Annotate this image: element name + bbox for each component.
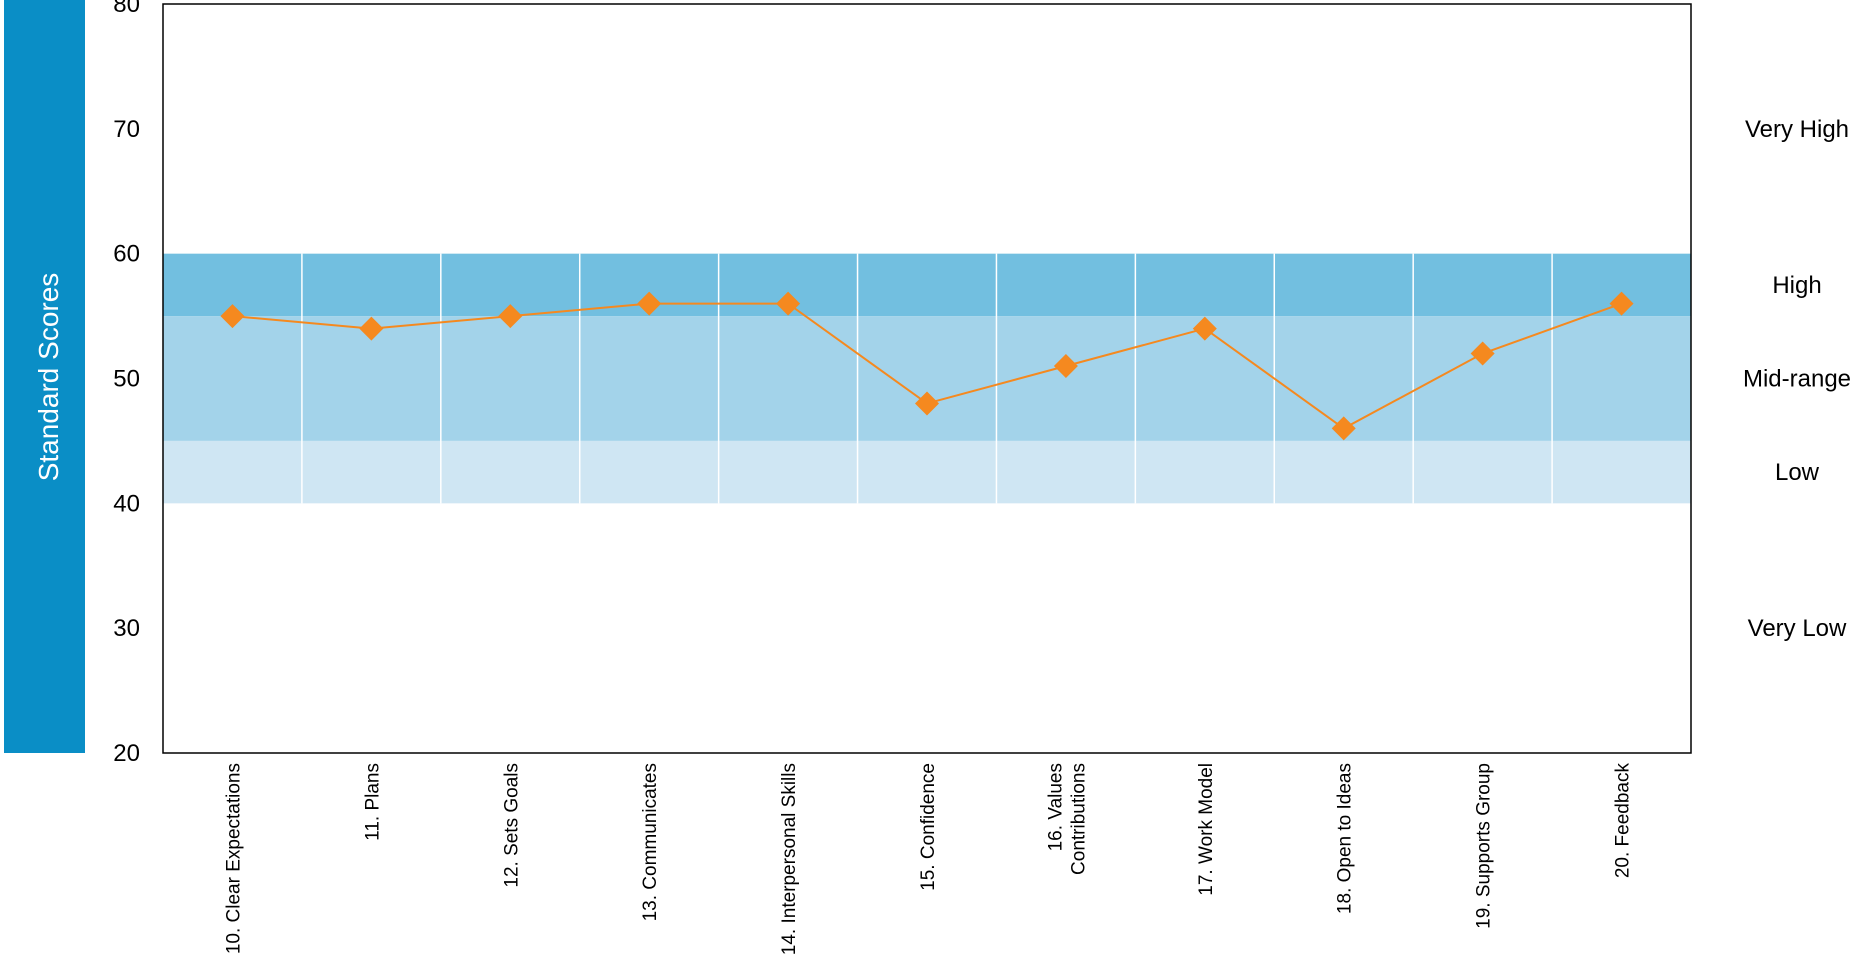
- x-tick-label: 10. Clear Expectations: [223, 763, 244, 954]
- x-tick-label: 19. Supports Group: [1474, 763, 1495, 929]
- y-tick-label: 40: [113, 490, 140, 517]
- x-axis-labels: 10. Clear Expectations 11. Plans 12. Sets …: [223, 763, 1633, 956]
- x-tick-label: 11. Plans: [362, 763, 383, 841]
- data-point: [1192, 316, 1217, 341]
- y-tick-label: 20: [113, 740, 140, 767]
- band-label: Low: [1775, 459, 1820, 486]
- data-point: [1331, 416, 1356, 441]
- x-tick-label: 13. Communicates: [640, 763, 661, 921]
- y-axis-label: Standard Scores: [33, 273, 64, 482]
- score-bands: [163, 253, 1691, 504]
- x-tick-label: 17. Work Model: [1196, 763, 1217, 896]
- x-tick-label: 15. Confidence: [918, 763, 939, 891]
- y-tick-label: 60: [113, 241, 140, 268]
- y-tick-label: 50: [113, 366, 140, 393]
- data-point: [1609, 291, 1634, 316]
- series-line-group: [220, 291, 1634, 441]
- data-point: [1470, 341, 1495, 366]
- band-label: Very Low: [1748, 615, 1847, 642]
- data-point: [359, 316, 384, 341]
- x-tick-label: 16. Values Contributions: [1045, 763, 1089, 875]
- y-tick-label: 80: [113, 0, 140, 18]
- band-1: [163, 316, 1691, 441]
- plot-frame: [162, 3, 1692, 754]
- y-tick-label: 30: [113, 615, 140, 642]
- data-point: [776, 291, 801, 316]
- band-labels: Very High High Mid-range Low Very Low: [1743, 116, 1851, 642]
- y-axis-ticks: 20 30 40 50 60 70 80: [113, 0, 140, 767]
- y-label-bar: [4, 0, 85, 753]
- data-point: [220, 304, 245, 329]
- band-label: Very High: [1745, 116, 1849, 143]
- x-tick-label: 14. Interpersonal Skills: [779, 763, 800, 955]
- x-tick-label: 18. Open to Ideas: [1335, 763, 1356, 914]
- category-gridlines: [301, 253, 1553, 504]
- x-tick-label: 12. Sets Goals: [501, 763, 522, 888]
- band-label: High: [1772, 272, 1821, 299]
- y-tick-label: 70: [113, 116, 140, 143]
- data-point: [915, 391, 939, 416]
- band-2: [163, 440, 1691, 504]
- data-point: [637, 291, 662, 316]
- band-0: [163, 253, 1691, 317]
- data-point: [498, 304, 523, 329]
- x-tick-label: 20. Feedback: [1613, 763, 1634, 879]
- data-point: [1053, 354, 1078, 379]
- band-label: Mid-range: [1743, 366, 1851, 393]
